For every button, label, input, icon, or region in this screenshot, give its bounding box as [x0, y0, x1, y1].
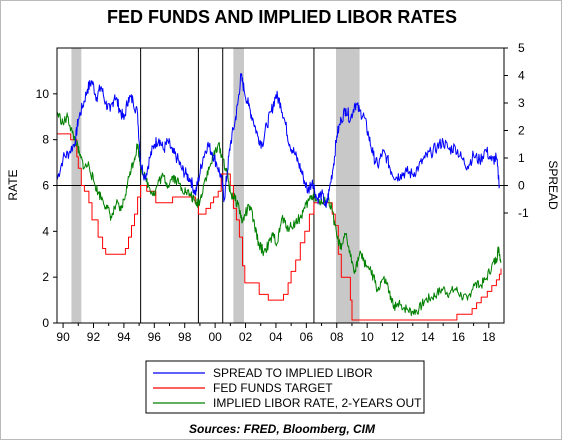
- series-line-2: [56, 111, 502, 316]
- left-tick-label-3: 6: [42, 179, 49, 193]
- x-tick-label-1: 92: [87, 330, 101, 344]
- chart-title: FED FUNDS AND IMPLIED LIBOR RATES: [107, 7, 457, 27]
- x-tick-label-3: 96: [148, 330, 162, 344]
- x-tick-label-7: 04: [269, 330, 283, 344]
- x-tick-label-2: 94: [117, 330, 131, 344]
- legend-entry-libor: IMPLIED LIBOR RATE, 2-YEARS OUT: [213, 396, 422, 410]
- series-layer: [56, 73, 502, 321]
- left-tick-label-5: 10: [36, 87, 50, 101]
- left-axis-label: RATE: [6, 169, 20, 200]
- right-tick-label-6: 5: [518, 41, 525, 55]
- right-tick-label-4: 3: [518, 96, 525, 110]
- x-tick-label-8: 06: [300, 330, 314, 344]
- legend-entry-spread: SPREAD TO IMPLIED LIBOR: [213, 366, 373, 380]
- right-tick-label-3: 2: [518, 124, 525, 138]
- right-tick-label-0: -1: [518, 206, 529, 220]
- x-axis: 90 92 94 96 98 00 02 04 06 08 10 12 14 16 18: [56, 323, 496, 344]
- right-tick-label-5: 4: [518, 69, 525, 83]
- legend-box: [145, 360, 425, 414]
- x-tick-label-14: 18: [482, 330, 496, 344]
- x-tick-label-0: 90: [56, 330, 70, 344]
- x-tick-label-9: 08: [330, 330, 344, 344]
- x-tick-label-10: 10: [360, 330, 374, 344]
- left-tick-label-1: 2: [42, 270, 49, 284]
- x-tick-label-6: 02: [239, 330, 253, 344]
- source-note: Sources: FRED, Bloomberg, CIM: [189, 422, 376, 436]
- left-tick-label-0: 0: [42, 316, 49, 330]
- right-axis: -1 0 1 2 3 4 5: [504, 41, 529, 220]
- series-line-0: [56, 73, 500, 208]
- left-axis: 0 2 4 6 8 10: [36, 87, 57, 330]
- legend: SPREAD TO IMPLIED LIBOR FED FUNDS TARGET…: [145, 360, 425, 414]
- left-tick-label-4: 8: [42, 133, 49, 147]
- series-line-1: [57, 133, 502, 321]
- right-axis-label: SPREAD: [546, 160, 560, 210]
- x-tick-label-11: 12: [391, 330, 405, 344]
- right-tick-label-1: 0: [518, 179, 525, 193]
- left-tick-label-2: 4: [42, 224, 49, 238]
- x-tick-label-4: 98: [178, 330, 192, 344]
- x-tick-label-5: 00: [208, 330, 222, 344]
- x-tick-label-13: 16: [452, 330, 466, 344]
- legend-entry-fed-funds: FED FUNDS TARGET: [213, 381, 333, 395]
- x-tick-label-12: 14: [421, 330, 435, 344]
- right-tick-label-2: 1: [518, 151, 525, 165]
